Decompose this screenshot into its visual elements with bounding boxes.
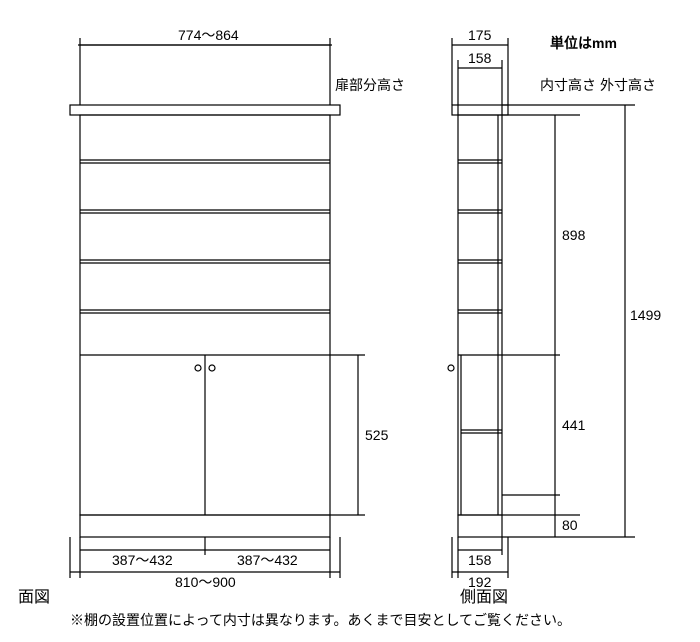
unit-label: 単位はmm: [550, 35, 617, 51]
door-height-value: 525: [365, 427, 389, 443]
front-door-left-value: 387～432: [112, 552, 173, 568]
inner-height-bottom-value: 441: [562, 417, 586, 433]
diagram-root: 単位はmm 774～864 扉部分高さ 内寸高さ 外寸高さ 175 158 89…: [0, 0, 700, 637]
side-view-label: 側面図: [460, 588, 508, 606]
dim-front-top: [78, 38, 332, 105]
side-width-top-value: 175: [468, 27, 492, 43]
door-height-label: 扉部分高さ: [335, 77, 405, 93]
dim-door-height: [330, 355, 365, 515]
inner-height-label: 内寸高さ: [540, 77, 596, 93]
front-width-bottom-value: 810～900: [175, 574, 236, 590]
note-text: ※棚の設置位置によって内寸は異なります。あくまで目安としてご覧ください。: [70, 612, 571, 628]
dim-front-bottom: [70, 537, 340, 578]
base-height-value: 80: [562, 517, 578, 533]
front-cabinet: [70, 105, 340, 537]
side-width-inner-bottom-value: 158: [468, 552, 492, 568]
front-door-right-value: 387～432: [237, 552, 298, 568]
outer-height-value: 1499: [630, 307, 661, 323]
side-width-inner-value: 158: [468, 50, 492, 66]
outer-height-label: 外寸高さ: [600, 77, 656, 93]
dim-side-heights: [502, 105, 635, 537]
side-cabinet: [448, 105, 508, 537]
inner-height-top-value: 898: [562, 227, 586, 243]
front-view-label: 面図: [18, 589, 50, 606]
side-width-bottom-value: 192: [468, 574, 492, 590]
front-width-top-value: 774～864: [178, 27, 239, 43]
